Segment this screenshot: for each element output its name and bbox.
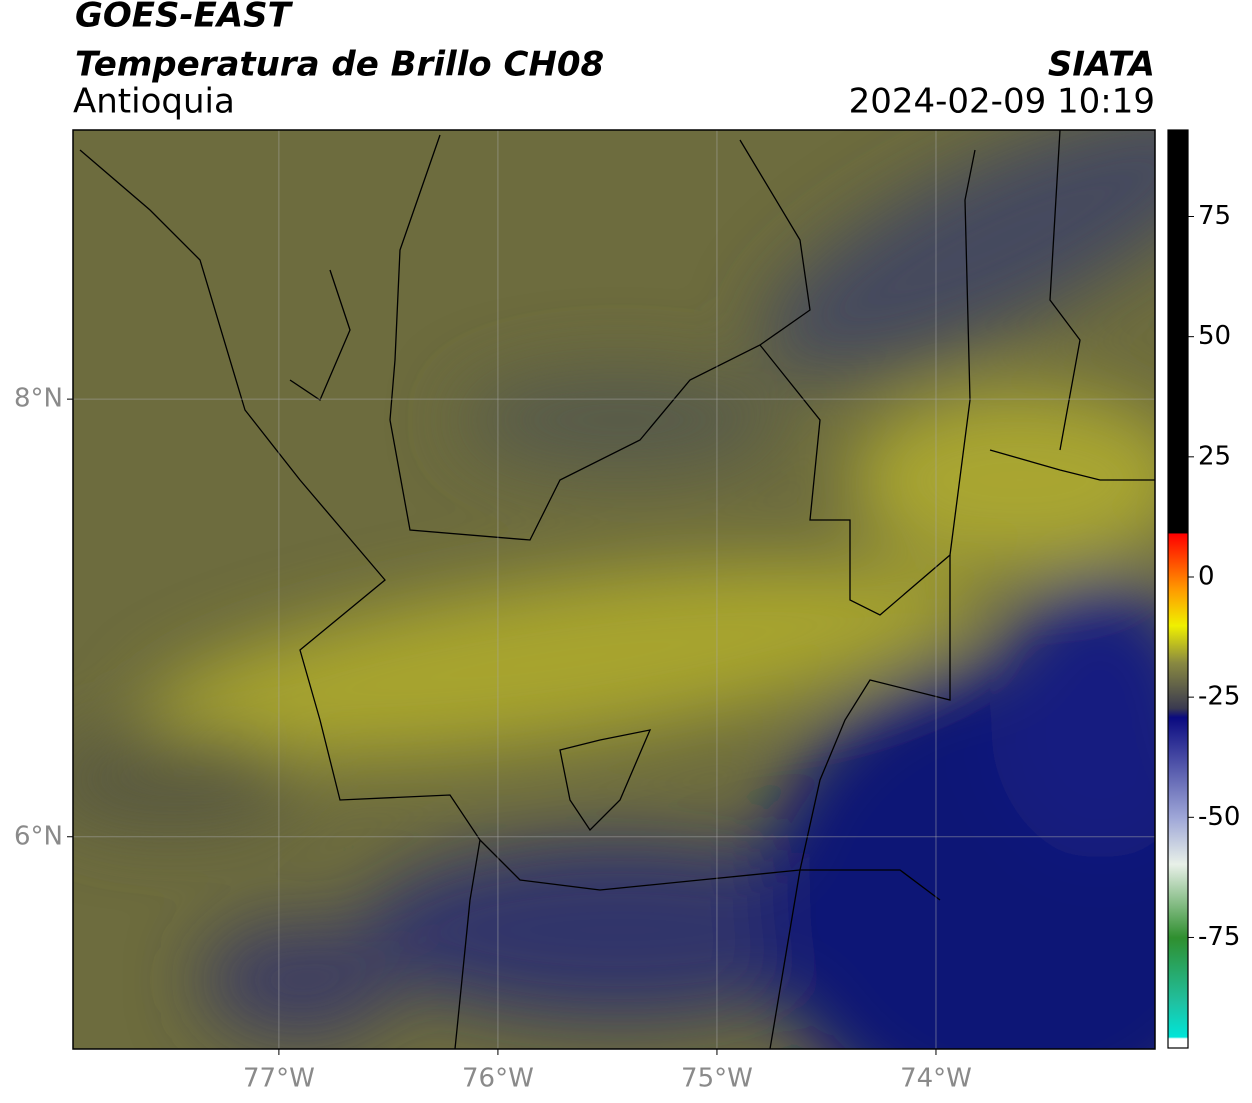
colorbar-tick-label: 75: [1198, 201, 1231, 231]
colorbar-tick-label: 25: [1198, 441, 1231, 471]
datetime: 2024-02-09 10:19: [849, 82, 1155, 122]
colorbar: [1167, 129, 1189, 1049]
region: Antioquia: [73, 82, 235, 122]
grid: [73, 130, 1155, 1049]
colorbar-tick-label: -50: [1198, 802, 1240, 832]
title: GOES-EAST: [75, 0, 294, 36]
subtitle: Temperatura de Brillo CH08: [75, 45, 604, 85]
source: SIATA: [1048, 45, 1155, 85]
colorbar-tick-label: -25: [1198, 682, 1240, 712]
y-tick-label: 6°N: [14, 821, 63, 851]
x-tick-label: 74°W: [900, 1064, 972, 1094]
x-tick-label: 75°W: [681, 1064, 753, 1094]
y-tick-label: 8°N: [14, 384, 63, 414]
x-tick-label: 76°W: [462, 1064, 534, 1094]
map-frame: [72, 129, 1156, 1050]
colorbar-tick-label: 0: [1198, 561, 1215, 591]
colorbar-tick-label: 50: [1198, 321, 1231, 351]
satellite-image: [73, 130, 1155, 1049]
x-tick-label: 77°W: [243, 1064, 315, 1094]
colorbar-tick-label: -75: [1198, 922, 1240, 952]
